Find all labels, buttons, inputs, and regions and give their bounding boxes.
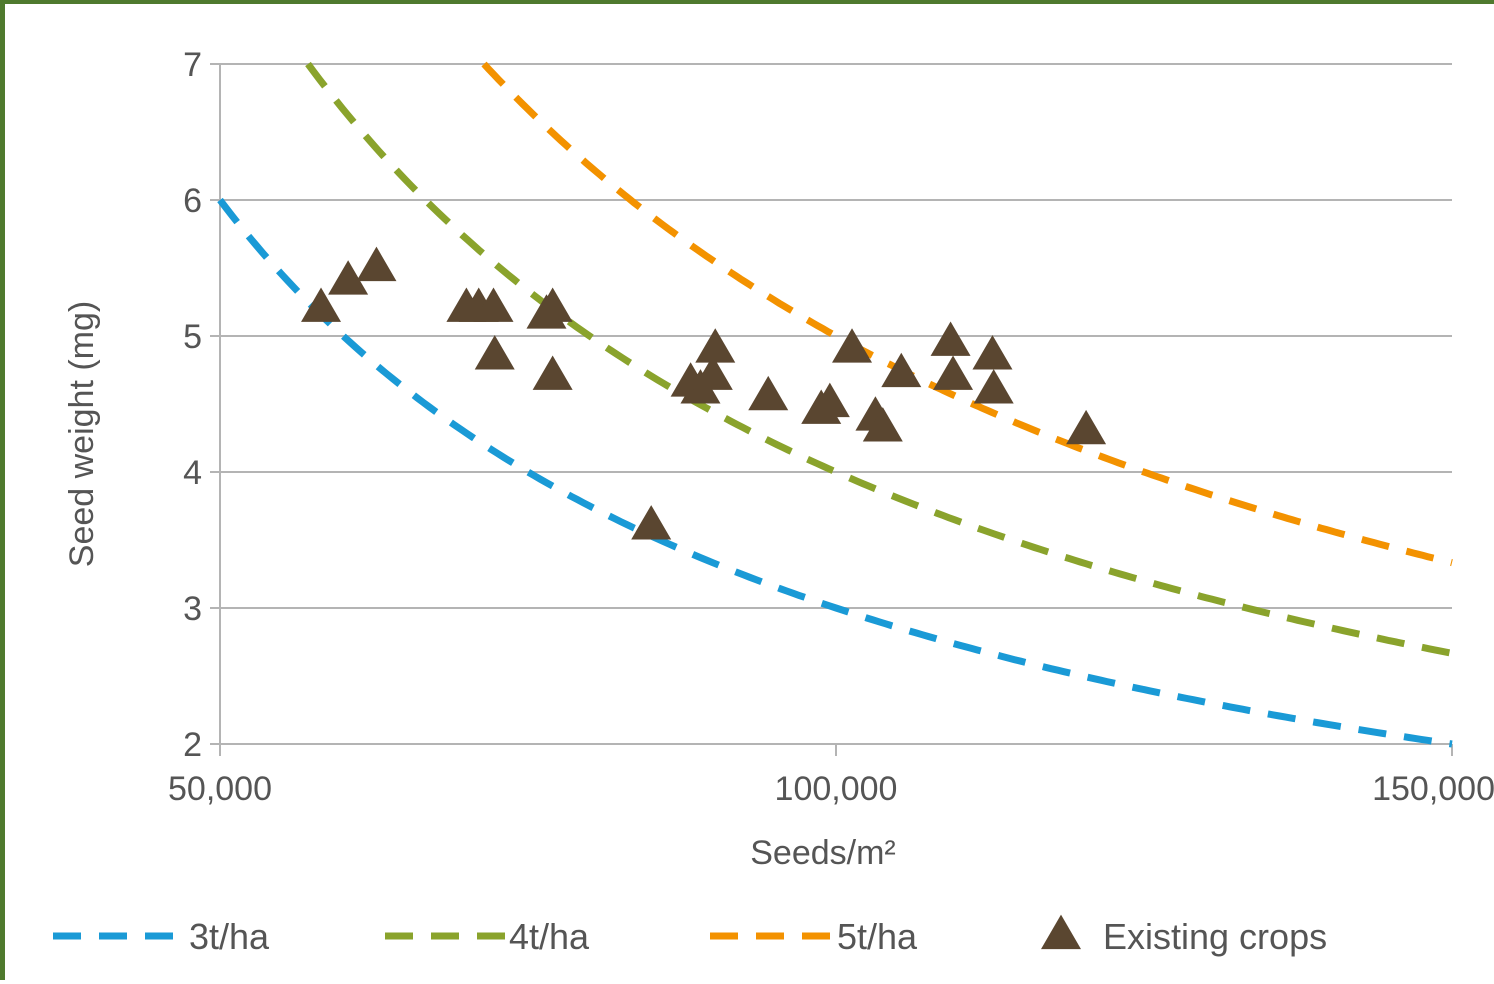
x-tick-label-2: 150,000 bbox=[1372, 770, 1494, 808]
y-tick-label-2: 4 bbox=[183, 454, 202, 492]
legend-swatch-existing-crops bbox=[1041, 914, 1081, 950]
crop-point-17 bbox=[809, 382, 850, 418]
legend-label-3t-ha: 3t/ha bbox=[189, 916, 270, 957]
x-axis-title: Seeds/m² bbox=[750, 834, 896, 872]
crop-point-25 bbox=[973, 369, 1014, 404]
series-line-5t-ha bbox=[481, 61, 1453, 567]
crop-point-13 bbox=[692, 355, 733, 390]
crop-point-10 bbox=[631, 505, 672, 540]
legend: 3t/ha 4t/ha 5t/ha Existing crops bbox=[53, 914, 1327, 957]
crop-point-22 bbox=[930, 321, 971, 356]
series-line-4t-ha bbox=[305, 61, 1453, 657]
tick-labels: 2 3 4 5 6 7 50,000 100,000 150,000 bbox=[168, 46, 1494, 808]
crop-point-5 bbox=[473, 287, 514, 322]
y-tick-label-1: 3 bbox=[183, 590, 202, 628]
crop-point-26 bbox=[1066, 409, 1107, 445]
x-tick-label-1: 100,000 bbox=[775, 770, 898, 808]
crop-point-0 bbox=[301, 287, 342, 322]
crop-point-9 bbox=[532, 355, 573, 390]
axes bbox=[210, 63, 1453, 756]
chart: 2 3 4 5 6 7 50,000 100,000 150,000 Seeds/m² Seed… bbox=[53, 46, 1494, 957]
crop-point-15 bbox=[748, 375, 789, 411]
gridlines bbox=[220, 63, 1452, 609]
y-tick-label-5: 7 bbox=[183, 46, 202, 84]
y-tick-label-3: 5 bbox=[183, 318, 202, 356]
crop-point-6 bbox=[474, 335, 515, 370]
y-tick-label-4: 6 bbox=[183, 182, 202, 220]
crop-point-18 bbox=[832, 328, 873, 363]
y-axis-title: Seed weight (mg) bbox=[63, 301, 101, 567]
crop-point-14 bbox=[695, 328, 736, 363]
legend-label-4t-ha: 4t/ha bbox=[509, 916, 590, 957]
crop-point-2 bbox=[356, 246, 397, 282]
marker-layer bbox=[301, 246, 1107, 540]
crop-point-24 bbox=[972, 335, 1013, 370]
series-line-3t-ha bbox=[217, 197, 1453, 748]
series-layer bbox=[217, 61, 1453, 748]
crop-point-20 bbox=[862, 407, 903, 442]
x-tick-label-0: 50,000 bbox=[168, 770, 272, 808]
crop-point-21 bbox=[881, 352, 922, 388]
legend-label-existing-crops: Existing crops bbox=[1103, 916, 1327, 957]
crop-point-23 bbox=[933, 355, 974, 390]
legend-label-5t-ha: 5t/ha bbox=[837, 916, 918, 957]
crop-point-1 bbox=[328, 260, 369, 295]
y-tick-label-0: 2 bbox=[183, 726, 202, 764]
crop-point-8 bbox=[532, 287, 573, 322]
